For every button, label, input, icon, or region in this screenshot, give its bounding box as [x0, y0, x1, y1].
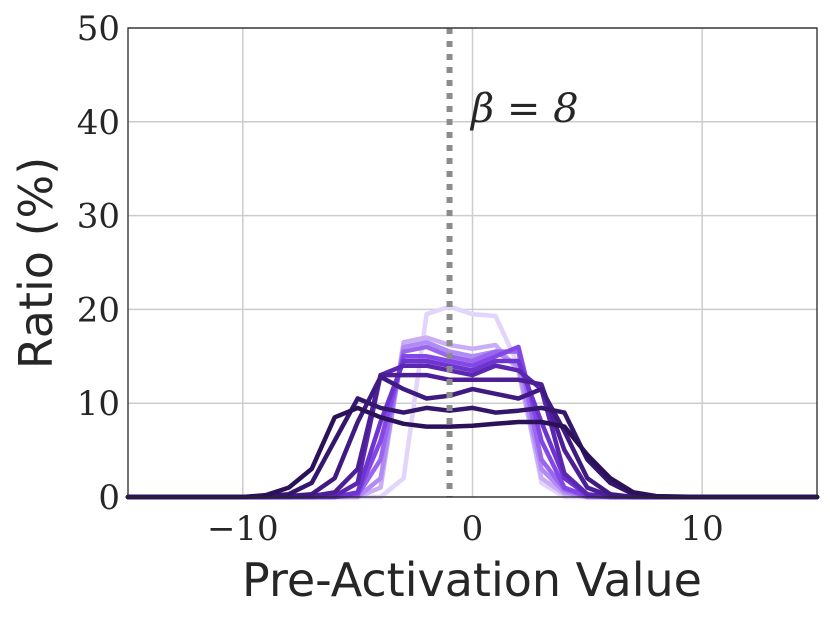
x-axis-label: Pre-Activation Value: [242, 553, 702, 607]
beta-annotation: β = 8: [469, 86, 579, 132]
y-axis-label: Ratio (%): [9, 157, 63, 369]
y-tick-label: 30: [77, 197, 120, 237]
x-tick-label: −10: [207, 509, 279, 549]
tick-labels: −10 0 10 0 10 20 30 40 50: [77, 9, 724, 549]
y-tick-label: 20: [77, 290, 120, 330]
y-tick-label: 50: [77, 9, 120, 49]
y-tick-label: 40: [77, 103, 120, 143]
series-line-11: [125, 405, 820, 500]
x-tick-label: 10: [681, 509, 724, 549]
x-tick-label: 0: [462, 509, 484, 549]
y-tick-label: 10: [77, 384, 120, 424]
plot-frame: [127, 27, 818, 498]
y-tick-label: 0: [98, 478, 120, 518]
